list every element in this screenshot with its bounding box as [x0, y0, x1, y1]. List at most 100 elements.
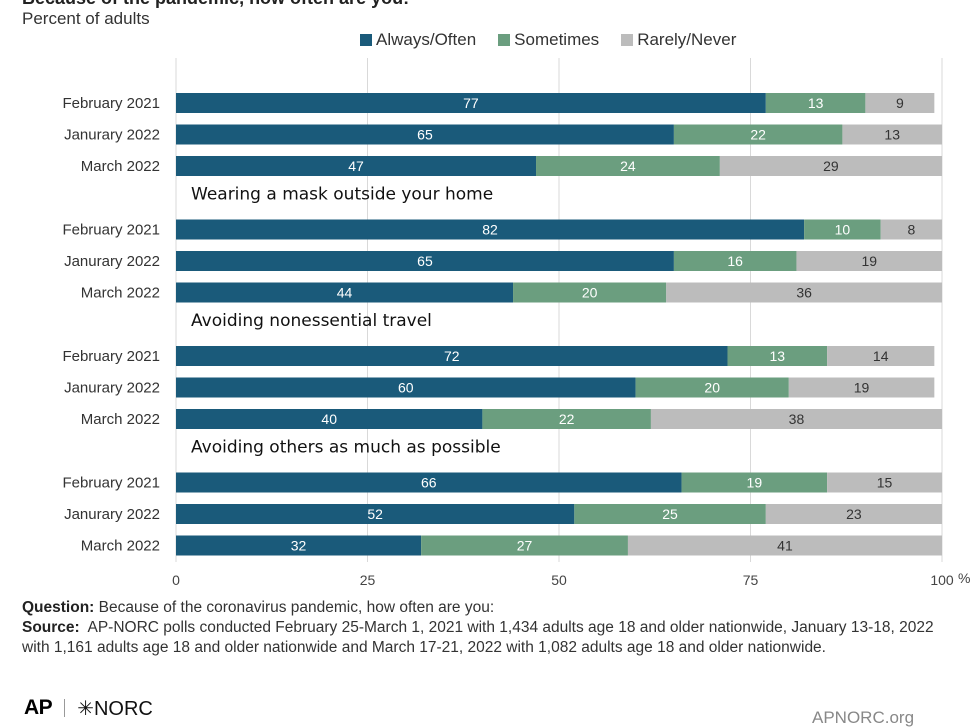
- ap-logo: AP: [24, 696, 53, 719]
- norc-logo: ✳NORC: [77, 697, 153, 720]
- value-label-always-often: 60: [398, 380, 414, 396]
- bar-segment-rarely-never: [719, 156, 942, 176]
- value-label-rarely-never: 13: [884, 127, 900, 143]
- value-label-sometimes: 19: [747, 475, 763, 491]
- bar-segment-rarely-never: [788, 377, 935, 398]
- group-label-wearing-a-mask-outside-your-home: Wearing a mask outside your home: [191, 185, 493, 205]
- chart-title: Because of the pandemic, how often are y…: [22, 0, 409, 9]
- bar-segment-sometimes: [673, 124, 843, 145]
- bar-segment-rarely-never: [796, 251, 942, 271]
- legend: Always/Often Sometimes Rarely/Never: [360, 30, 736, 50]
- bar-segment-sometimes: [574, 504, 766, 524]
- value-label-rarely-never: 29: [823, 158, 839, 174]
- legend-label-sometimes: Sometimes: [514, 30, 600, 49]
- value-label-sometimes: 27: [517, 538, 533, 554]
- source-note: Source: AP-NORC polls conducted February…: [22, 618, 962, 658]
- bar-segment-sometimes: [681, 472, 828, 493]
- value-label-rarely-never: 19: [854, 380, 870, 396]
- chart-footer: Question: Because of the coronavirus pan…: [22, 598, 962, 658]
- legend-swatch-sometimes: [498, 34, 511, 46]
- row-label: February 2021: [62, 348, 160, 365]
- bar-segment-sometimes: [727, 346, 828, 366]
- value-label-always-often: 44: [337, 285, 353, 301]
- row-label: Janurary 2022: [64, 127, 160, 144]
- x-tick-label-0: 0: [172, 572, 180, 588]
- row-label: Janurary 2022: [64, 380, 160, 397]
- logo-divider: [64, 699, 66, 717]
- row-label: March 2022: [81, 285, 160, 302]
- value-label-always-often: 40: [321, 411, 337, 427]
- value-label-sometimes: 25: [662, 506, 678, 522]
- bar-segment-always-often: [176, 504, 575, 524]
- row-label: March 2022: [81, 411, 160, 428]
- bar-segment-always-often: [176, 93, 766, 113]
- bar-segment-always-often: [176, 124, 674, 145]
- bar-segment-always-often: [176, 472, 682, 493]
- source-label: Source:: [22, 619, 80, 636]
- row-label: February 2021: [62, 475, 160, 492]
- bar-segment-sometimes: [635, 377, 789, 398]
- value-label-rarely-never: 41: [777, 538, 793, 554]
- bar-segment-rarely-never: [865, 93, 935, 113]
- source-text: AP-NORC polls conducted February 25-Marc…: [22, 619, 934, 656]
- legend-swatch-rarely-never: [621, 34, 634, 46]
- value-label-sometimes: 22: [559, 411, 575, 427]
- value-label-always-often: 52: [367, 506, 383, 522]
- bar-segment-rarely-never: [650, 409, 942, 429]
- legend-item-rarely-never: Rarely/Never: [621, 30, 736, 50]
- value-label-always-often: 66: [421, 475, 437, 491]
- value-label-rarely-never: 14: [873, 348, 889, 364]
- legend-item-always-often: Always/Often: [360, 30, 476, 50]
- legend-label-rarely-never: Rarely/Never: [637, 30, 737, 49]
- bar-segment-rarely-never: [765, 504, 942, 524]
- question-label: Question:: [22, 599, 95, 616]
- bar-segment-sometimes: [804, 219, 881, 240]
- value-label-always-often: 72: [444, 348, 460, 364]
- value-label-sometimes: 22: [750, 127, 766, 143]
- row-label: February 2021: [62, 95, 160, 112]
- bar-segment-rarely-never: [827, 346, 935, 366]
- row-label: March 2022: [81, 538, 160, 555]
- row-label: Janurary 2022: [64, 506, 160, 523]
- value-label-sometimes: 20: [704, 380, 720, 396]
- value-label-sometimes: 13: [808, 95, 824, 111]
- site-url: APNORC.org: [812, 708, 915, 727]
- x-tick-label-100: 100: [930, 572, 954, 588]
- value-label-rarely-never: 19: [861, 253, 877, 269]
- bar-segment-always-often: [176, 251, 674, 271]
- value-label-sometimes: 13: [770, 348, 786, 364]
- bar-segment-sometimes: [421, 535, 628, 556]
- value-label-sometimes: 24: [620, 158, 636, 174]
- value-label-rarely-never: 15: [877, 475, 893, 491]
- x-axis-unit: %: [958, 570, 970, 586]
- value-label-rarely-never: 38: [789, 411, 805, 427]
- group-label-avoiding-nonessential-travel: Avoiding nonessential travel: [191, 311, 432, 331]
- bar-segment-always-often: [176, 535, 422, 556]
- value-label-rarely-never: 9: [896, 95, 904, 111]
- bar-segment-rarely-never: [880, 219, 942, 240]
- bar-segment-rarely-never: [627, 535, 942, 556]
- value-label-always-often: 65: [417, 253, 433, 269]
- value-label-rarely-never: 8: [907, 222, 915, 238]
- value-label-always-often: 82: [482, 222, 498, 238]
- value-label-sometimes: 20: [582, 285, 598, 301]
- group-label-avoiding-others-as-much-as-possible: Avoiding others as much as possible: [191, 438, 501, 458]
- question-note: Question: Because of the coronavirus pan…: [22, 598, 962, 618]
- value-label-sometimes: 10: [835, 222, 851, 238]
- row-label: March 2022: [81, 158, 160, 175]
- row-label: Janurary 2022: [64, 253, 160, 270]
- row-label: February 2021: [62, 222, 160, 239]
- bar-segment-sometimes: [482, 409, 651, 429]
- bar-segment-rarely-never: [842, 124, 942, 145]
- bar-segment-always-often: [176, 219, 805, 240]
- value-label-always-often: 65: [417, 127, 433, 143]
- bar-segment-rarely-never: [827, 472, 942, 493]
- bar-segment-sometimes: [673, 251, 797, 271]
- bar-segment-always-often: [176, 282, 514, 303]
- chart-subtitle: Percent of adults: [22, 9, 150, 28]
- bar-segment-rarely-never: [666, 282, 942, 303]
- legend-label-always-often: Always/Often: [376, 30, 477, 49]
- bar-segment-always-often: [176, 156, 537, 176]
- bar-segment-sometimes: [513, 282, 667, 303]
- legend-swatch-always-often: [360, 34, 372, 46]
